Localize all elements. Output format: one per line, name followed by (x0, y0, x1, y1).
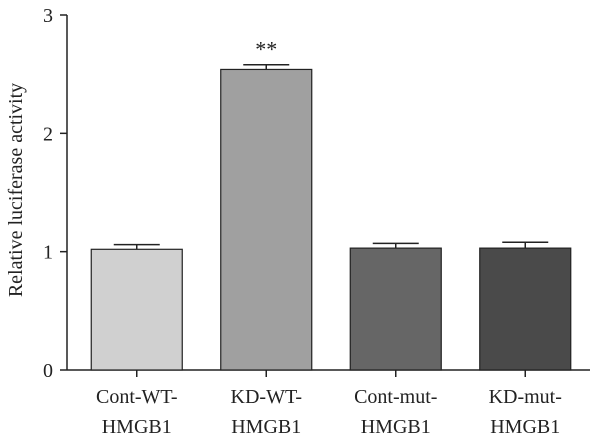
bars (90, 63, 572, 371)
labels: Cont-WT- HMGB1 ** KD-WT- HMGB1 Cont-mut- HMGB1… (96, 37, 562, 438)
bar (479, 247, 572, 371)
x-tick-label: KD-mut- (489, 386, 562, 408)
x-tick-label: KD-WT- (231, 386, 302, 408)
x-tick-label: HMGB1 (231, 416, 301, 438)
significance-label: ** (255, 37, 277, 62)
y-tick-label: 2 (43, 123, 53, 145)
x-tick-label: HMGB1 (490, 416, 560, 438)
x-tick-label: HMGB1 (361, 416, 431, 438)
bar (349, 247, 442, 371)
y-tick-label: 0 (43, 360, 53, 382)
y-axis-label: Relative luciferase activity (5, 83, 27, 297)
bar (220, 68, 313, 371)
x-tick-label: Cont-mut- (354, 386, 437, 408)
y-tick-label: 1 (43, 242, 53, 264)
bar (90, 248, 183, 371)
x-tick-label: Cont-WT- (96, 386, 177, 408)
x-tick-label: HMGB1 (102, 416, 172, 438)
y-tick-label: 3 (43, 5, 53, 27)
